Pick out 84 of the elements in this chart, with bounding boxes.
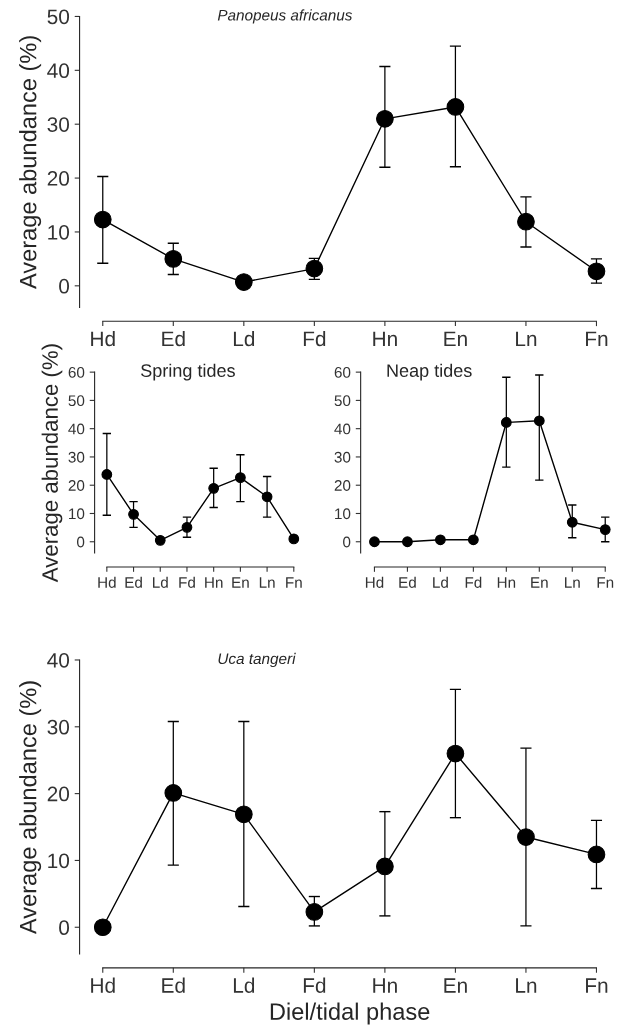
y-tick-label: 20: [334, 480, 351, 491]
y-tick-label: 10: [48, 853, 70, 869]
y-tick-label: 40: [47, 652, 70, 668]
point: [587, 845, 606, 864]
y-tick-label: 20: [68, 480, 85, 491]
x-tick-label: Fn: [597, 577, 614, 588]
y-axis-title: Average abundance (%): [19, 681, 42, 935]
point: [446, 744, 465, 763]
point: [164, 250, 183, 268]
chart-title: Neap tides: [387, 363, 472, 381]
x-tick-label: Fd: [465, 576, 482, 588]
x-tick-label: Ed: [162, 330, 185, 347]
x-tick-label: Fn: [586, 978, 608, 993]
x-tick-label: En: [444, 331, 467, 347]
x-tick-label: Hd: [91, 330, 115, 347]
x-tick-label: Hn: [497, 577, 516, 588]
point: [288, 533, 300, 545]
point: [234, 805, 253, 824]
y-tick-label: 10: [335, 508, 351, 520]
y-tick-label: 40: [334, 423, 351, 435]
point: [446, 98, 465, 116]
y-tick-label: 50: [334, 395, 351, 407]
y-axis-title: Average abundance (%): [19, 36, 42, 289]
x-tick-label: Ln: [516, 331, 537, 347]
point: [234, 273, 253, 291]
y-tick-label: 0: [76, 536, 85, 548]
x-axis-title: Diel/tidal phase: [270, 1002, 430, 1025]
y-tick-label: 30: [334, 451, 351, 463]
point: [154, 534, 166, 546]
point: [369, 536, 380, 548]
x-tick-label: Fd: [179, 576, 195, 588]
y-tick-label: 0: [59, 920, 70, 936]
point: [235, 472, 246, 483]
x-tick-label: Hn: [205, 577, 223, 588]
y-tick-label: 30: [47, 117, 70, 132]
x-tick-label: Ln: [516, 978, 537, 993]
y-tick-label: 40: [68, 423, 85, 435]
x-tick-label: Ed: [125, 576, 142, 588]
x-tick-label: En: [531, 577, 548, 588]
point: [128, 508, 139, 520]
x-tick-label: En: [232, 577, 249, 588]
chart-title: Panopeus africanus: [217, 9, 353, 24]
x-tick-label: Hn: [373, 331, 397, 347]
x-tick-label: Fn: [286, 577, 302, 588]
point: [587, 262, 606, 281]
x-tick-label: Ld: [233, 977, 255, 993]
x-tick-label: En: [444, 978, 467, 993]
x-tick-label: Hd: [91, 977, 115, 993]
y-tick-label: 20: [47, 786, 70, 802]
x-tick-label: Ed: [162, 977, 185, 993]
x-tick-label: Ld: [153, 576, 168, 588]
y-tick-label: 10: [48, 224, 70, 240]
x-tick-label: Ld: [433, 576, 448, 588]
chart-title: Spring tides: [141, 363, 235, 381]
point: [164, 784, 183, 802]
x-tick-label: Hd: [365, 576, 384, 588]
x-tick-label: Fn: [586, 331, 608, 347]
y-tick-label: 0: [59, 278, 70, 294]
y-tick-label: 50: [68, 395, 85, 407]
y-tick-label: 50: [47, 9, 70, 25]
x-tick-label: Fd: [303, 977, 326, 993]
x-tick-label: Ed: [399, 576, 416, 588]
x-tick-label: Ln: [565, 577, 580, 588]
y-tick-label: 60: [334, 367, 351, 378]
chart-title: Uca tangeri: [218, 652, 296, 668]
point: [93, 918, 112, 937]
y-tick-label: 20: [47, 171, 70, 186]
y-tick-label: 0: [343, 536, 351, 548]
y-tick-label: 30: [47, 719, 70, 735]
x-tick-label: Fd: [303, 330, 326, 347]
y-axis-title: Average abundance (%): [41, 344, 63, 583]
x-tick-label: Ln: [259, 577, 275, 588]
y-tick-label: 60: [68, 367, 85, 378]
point: [402, 536, 413, 548]
point: [467, 534, 479, 546]
y-tick-label: 40: [47, 63, 70, 79]
point: [305, 903, 324, 921]
point: [435, 534, 446, 546]
x-tick-label: Hd: [98, 576, 116, 588]
x-tick-label: Hn: [373, 978, 397, 993]
y-tick-label: 10: [69, 508, 85, 520]
y-tick-label: 30: [68, 451, 85, 463]
x-tick-label: Ld: [233, 330, 255, 347]
point: [93, 210, 112, 229]
